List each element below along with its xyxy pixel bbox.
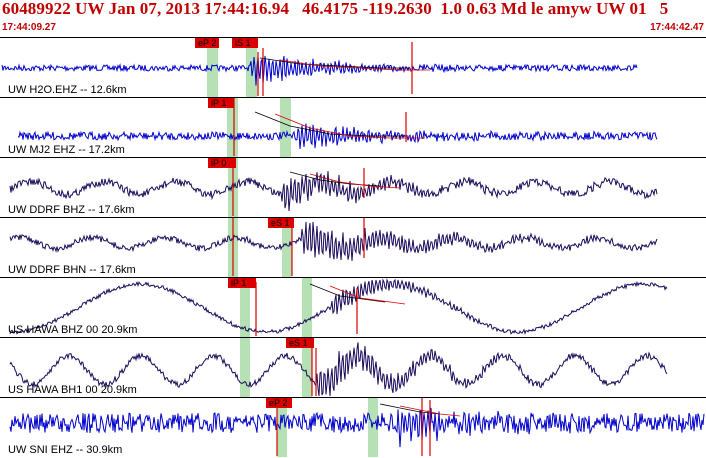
pick-flag[interactable] [268,218,294,228]
trace-panel[interactable]: eS 1 UW DDRF BHN -- 17.6km [8,218,658,277]
pick-window-band [277,398,287,457]
pick-flag-label: iP 0 [211,158,226,168]
pick-flag-label: eP 2 [198,38,216,48]
pick-flag-label: iP 1 [211,98,226,108]
pick-flag-label: eP 2 [269,398,287,408]
waveform-trace [1,55,638,86]
pick-window-band [240,278,250,337]
trace-station-label: UW H2O.EHZ -- 12.6km [8,84,127,96]
pick-flag-label: eS 1 [271,218,290,228]
event-header: 60489922 UW Jan 07, 2013 17:44:16.94 46.… [0,0,706,38]
pick-flag[interactable] [286,338,314,348]
pick-window-band [282,218,292,277]
coda-decay-curve [309,283,386,303]
pick-flag[interactable] [232,38,258,48]
pick-window-band [302,338,312,397]
start-time-label: 17:44:09.27 [2,22,56,33]
trace-station-label: UW DDRF BHN -- 17.6km [8,264,136,276]
trace-panel[interactable]: eP 2 iS 1 UW H2O.EHZ -- 12.6km [1,38,638,97]
pick-window-band [227,98,238,157]
pick-flag[interactable] [195,38,219,48]
coda-fit-curve [279,59,430,71]
event-title: 60489922 UW Jan 07, 2013 17:44:16.94 46.… [2,0,669,18]
pick-window-band [368,398,378,457]
panel-dividers [0,97,706,398]
trace-panel[interactable]: iP 1 UW MJ2 EHZ -- 17.2km [8,98,658,157]
trace-panel[interactable]: iP 1 US HAWA BHZ 00 20.9km [8,278,668,337]
pick-window-band [280,98,291,157]
coda-decay-curve [254,111,405,137]
waveform-trace [9,221,658,261]
pick-flag[interactable] [208,158,236,168]
waveform-trace [17,123,658,150]
waveform-trace [9,342,668,397]
coda-decay-curve [259,57,410,69]
coda-fit-curve [309,173,401,189]
trace-station-label: US HAWA BHZ 00 20.9km [8,324,137,336]
waveform-trace [9,171,658,212]
trace-panel[interactable]: eP 2 UW SNI EHZ -- 30.9km [8,398,705,457]
pick-flag-label: iS 1 [235,38,251,48]
seismogram-plot[interactable]: eP 2 iS 1 UW H2O.EHZ -- 12.6km iP 1 UW MJ2 E… [0,38,706,458]
trace-station-label: US HAWA BH1 00 20.9km [8,384,137,396]
waveform-trace [9,278,668,335]
pick-window-band [302,278,312,337]
trace-station-label: UW MJ2 EHZ -- 17.2km [8,144,125,156]
pick-window-band [240,338,250,397]
pick-flag-label: iP 1 [231,278,246,288]
end-time-label: 17:44:42.47 [650,22,704,33]
trace-station-label: UW SNI EHZ -- 30.9km [8,444,122,456]
coda-fit-curve [329,285,406,305]
trace-panel[interactable]: eS 1 US HAWA BH1 00 20.9km [8,338,668,397]
pick-flag[interactable] [228,278,256,288]
trace-station-label: UW DDRF BHZ -- 17.6km [8,204,135,216]
pick-flag[interactable] [208,98,234,108]
coda-fit-curve [274,113,425,139]
waveform-trace [9,407,705,448]
pick-flag[interactable] [266,398,292,408]
pick-flag-label: eS 1 [289,338,308,348]
pick-window-band [207,38,218,97]
trace-panel[interactable]: iP 0 UW DDRF BHZ -- 17.6km [8,158,658,217]
